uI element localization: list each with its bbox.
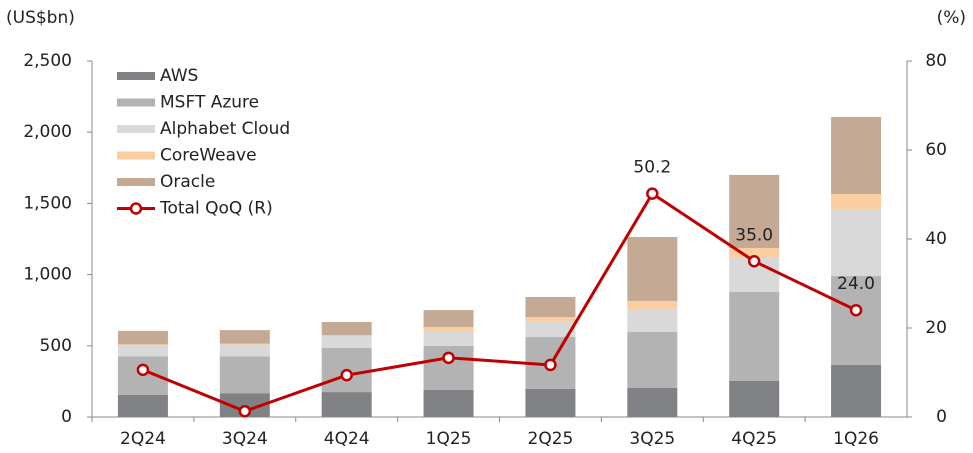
y2-tick-label: 40 xyxy=(925,229,947,249)
legend-swatch xyxy=(117,178,155,186)
bar-segment xyxy=(219,356,270,394)
line-marker xyxy=(747,255,761,268)
y2-tick-label: 20 xyxy=(925,318,947,338)
bar-segment xyxy=(627,309,678,332)
bar-segment xyxy=(627,387,678,417)
bar-segment xyxy=(423,330,474,346)
bar-segment xyxy=(627,300,678,310)
bar-segment xyxy=(423,389,474,417)
x-tick-label: 4Q25 xyxy=(731,429,777,449)
y-tick-label: 500 xyxy=(40,336,72,356)
y-tick-label: 0 xyxy=(61,407,72,427)
legend-label: Total QoQ (R) xyxy=(159,199,273,219)
y-tick-label: 2,000 xyxy=(23,122,72,142)
bar-segment xyxy=(831,208,882,277)
bar-segment xyxy=(117,330,168,345)
bar-segment xyxy=(831,276,882,366)
bar-segment xyxy=(525,388,576,417)
bar-segment xyxy=(219,344,270,357)
legend-swatch xyxy=(117,151,155,160)
legend-label: Alphabet Cloud xyxy=(160,119,290,139)
bar-segment xyxy=(627,237,678,301)
y-tick-label: 1,500 xyxy=(23,193,72,213)
x-tick-label: 3Q25 xyxy=(629,429,675,449)
bar-segment xyxy=(321,322,372,336)
bar-segment xyxy=(321,392,372,417)
bar-segment xyxy=(219,343,270,345)
legend-label: Oracle xyxy=(160,172,215,192)
bar-segment xyxy=(729,247,780,258)
bar-segment xyxy=(525,296,576,318)
x-tick-label: 2Q24 xyxy=(120,429,166,449)
x-tick-label: 3Q24 xyxy=(222,429,268,449)
y-tick-label: 2,500 xyxy=(23,51,72,71)
bar-segment xyxy=(729,380,780,417)
line-marker xyxy=(849,303,863,317)
y2-unit-label: (%) xyxy=(937,8,966,28)
x-tick-label: 4Q24 xyxy=(324,429,370,449)
x-tick-label: 2Q25 xyxy=(528,429,574,449)
legend-marker xyxy=(129,202,143,215)
bar-segment xyxy=(831,116,882,195)
bar-segment xyxy=(423,327,474,331)
bar-segment xyxy=(831,365,882,417)
legend-label: MSFT Azure xyxy=(160,93,259,113)
bar-segment xyxy=(117,344,168,346)
legend-label: CoreWeave xyxy=(160,146,257,166)
bar-segment xyxy=(525,321,576,337)
bar-segment xyxy=(627,331,678,388)
data-label: 50.2 xyxy=(633,158,671,178)
bar-segment xyxy=(729,174,780,248)
y2-tick-label: 0 xyxy=(936,407,947,427)
bar-segment xyxy=(831,194,882,209)
bar-segment xyxy=(729,291,780,381)
legend-label: AWS xyxy=(160,66,198,86)
line-marker xyxy=(136,363,150,377)
x-tick-label: 1Q25 xyxy=(426,429,472,449)
bar-segment xyxy=(321,335,372,336)
line-marker xyxy=(442,351,455,365)
y2-tick-label: 60 xyxy=(925,140,947,160)
y-tick-label: 1,000 xyxy=(23,265,72,285)
bar-segment xyxy=(117,345,168,357)
line-marker xyxy=(340,368,353,382)
data-label: 35.0 xyxy=(735,225,773,245)
bar-segment xyxy=(117,394,168,417)
y2-tick-label: 80 xyxy=(925,51,947,71)
y-unit-label: (US$bn) xyxy=(6,8,75,28)
legend-swatch xyxy=(117,72,155,80)
line-marker xyxy=(238,404,252,418)
line-marker xyxy=(544,358,557,372)
bar-segment xyxy=(219,330,270,344)
legend-swatch xyxy=(117,125,155,133)
bar-segment xyxy=(525,317,576,322)
data-label: 24.0 xyxy=(837,274,875,294)
bar-segment xyxy=(423,310,474,328)
bar-segment xyxy=(321,335,372,348)
legend-swatch xyxy=(117,98,155,107)
line-marker xyxy=(646,187,659,200)
x-tick-label: 1Q26 xyxy=(833,429,879,449)
line-series xyxy=(142,191,857,413)
